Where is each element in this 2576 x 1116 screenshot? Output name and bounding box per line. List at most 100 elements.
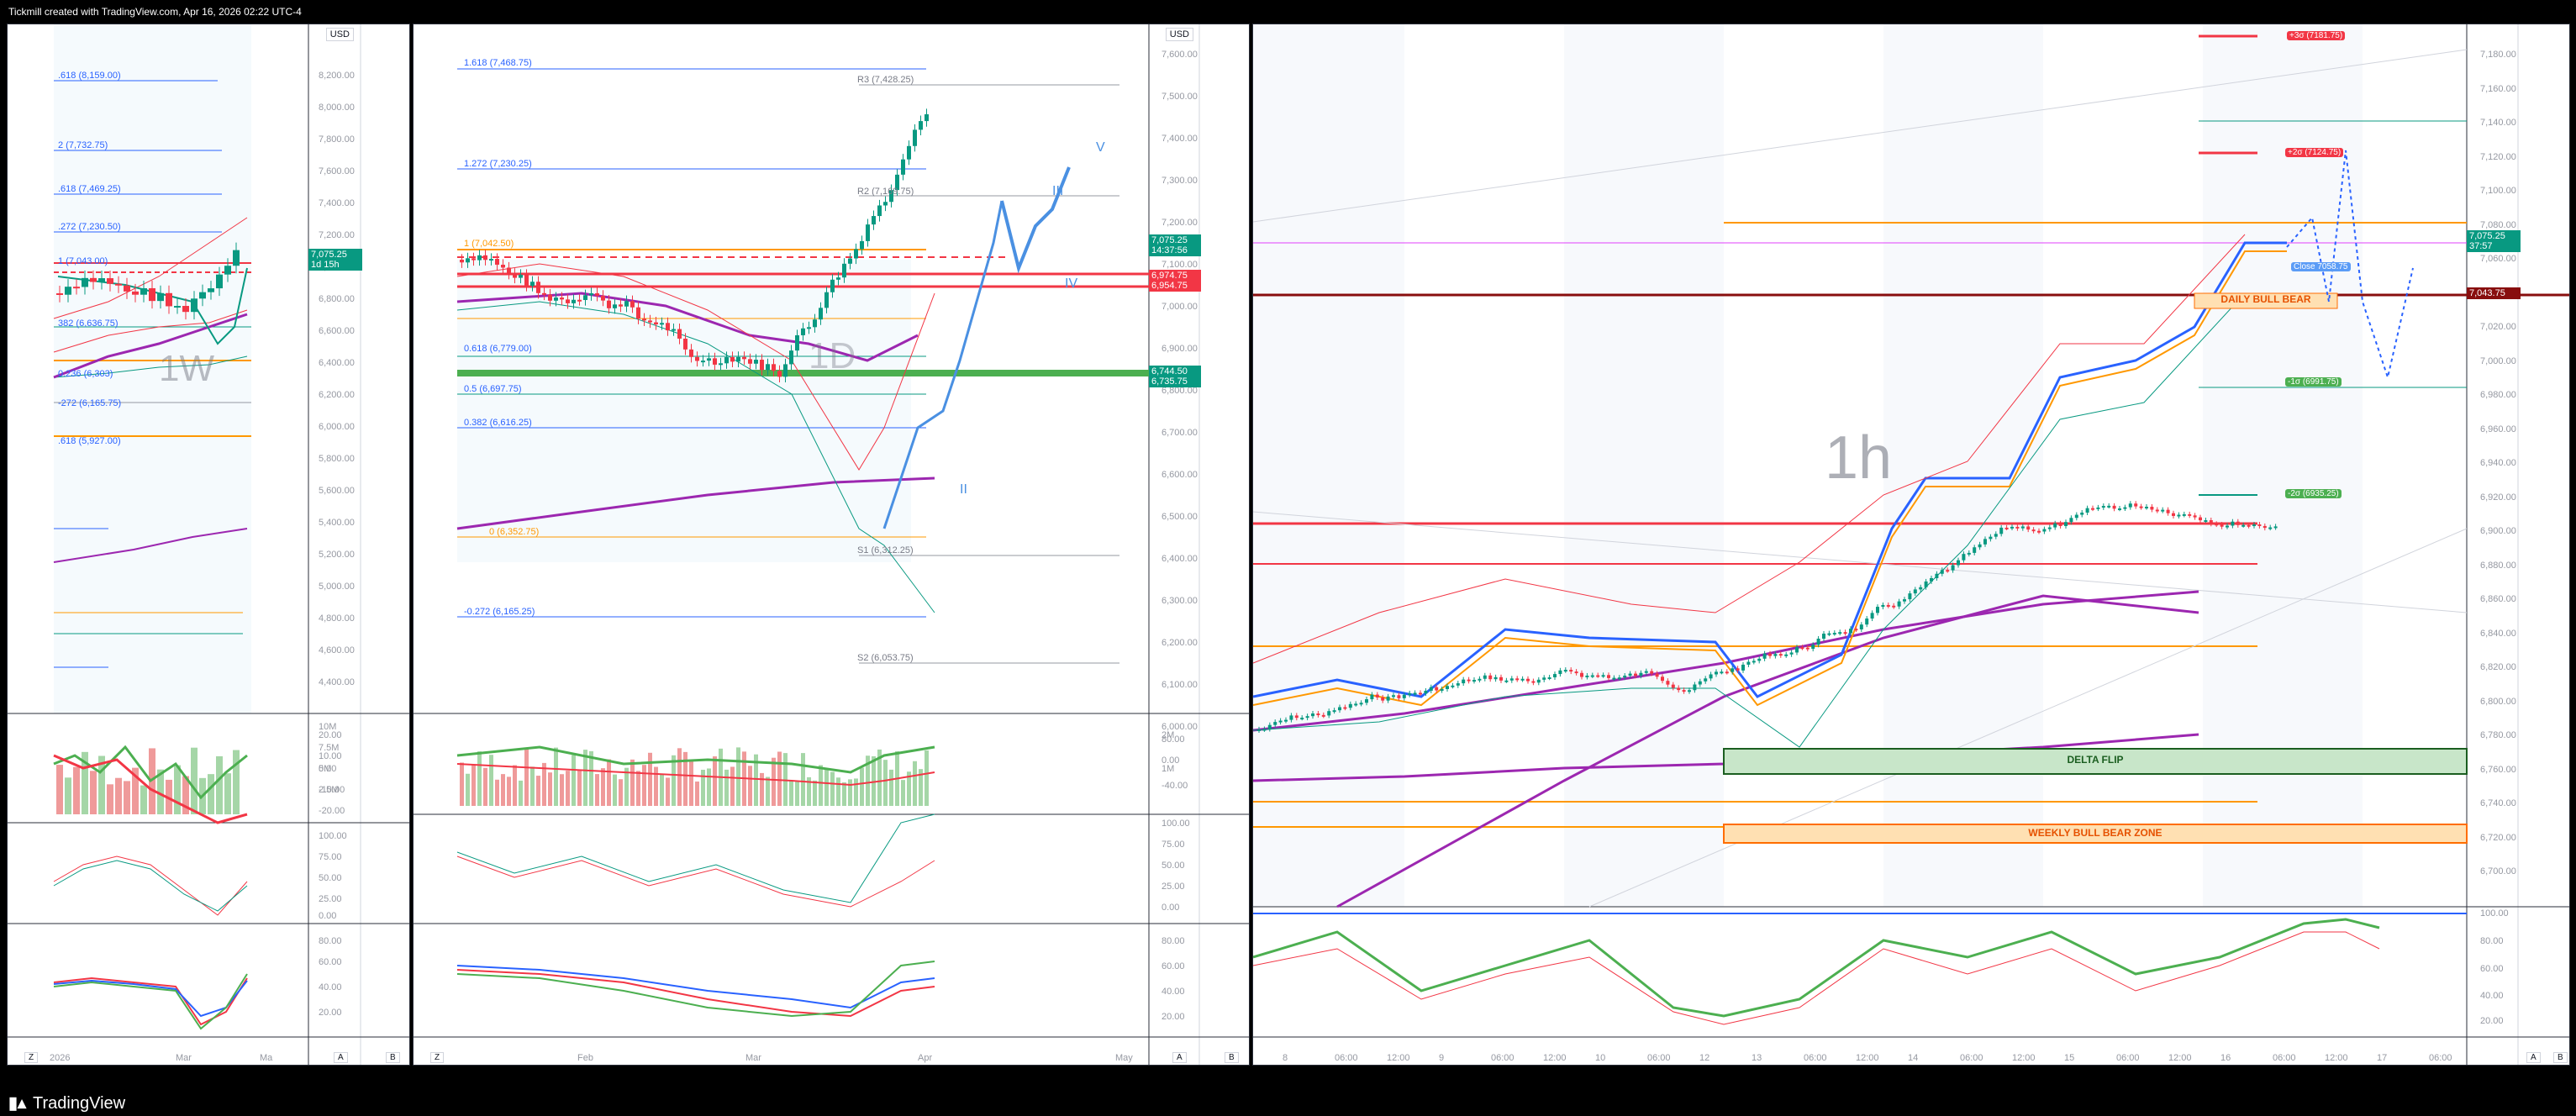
time-axis-label: Ma	[260, 1053, 273, 1063]
chart-pane-weekly[interactable]: USD 1W 8,200.00 8,000.00 7,800.00 7,600.00 7…	[7, 24, 410, 1066]
volume-bar	[577, 770, 582, 806]
volume-bar	[630, 759, 635, 806]
volume-bar	[566, 771, 570, 806]
daily-chart-canvas[interactable]	[414, 24, 1250, 1066]
price-axis-label: 6,900.00	[1162, 344, 1198, 354]
candle-body	[1973, 547, 1977, 553]
footer-bar: ▮▴ TradingView	[0, 1091, 2576, 1116]
volume-bar	[642, 765, 646, 806]
candle-body	[689, 349, 693, 357]
fib-level-label: .272 (7,230.50)	[58, 222, 121, 232]
candle-body	[795, 334, 799, 351]
indicator-axis-label: 80.00	[319, 936, 342, 946]
candle-body	[624, 301, 629, 307]
volume-bar	[860, 767, 864, 806]
price-axis-label: 6,880.00	[2480, 560, 2516, 571]
indicator-axis-label: 50.00	[319, 873, 342, 883]
volume-bar	[689, 760, 693, 806]
volume-bar	[813, 780, 817, 806]
candle-body	[2020, 526, 2025, 529]
chart-button-z[interactable]: Z	[24, 1052, 39, 1063]
candle-body	[1666, 681, 1670, 685]
candle-body	[166, 292, 172, 307]
fib-level-label: 1.618 (7,468.75)	[464, 58, 532, 68]
time-axis-label: 12:00	[1856, 1053, 1879, 1063]
chart-button-a[interactable]: A	[1172, 1052, 1187, 1063]
currency-label[interactable]: USD	[325, 28, 354, 41]
indicator-axis-label: 20.00	[2480, 1016, 2504, 1026]
chart-button-b[interactable]: B	[386, 1052, 400, 1063]
volume-bar	[701, 769, 705, 806]
candle-body	[819, 308, 823, 320]
candle-body	[589, 293, 593, 296]
last-price-value: 7,075.25	[311, 250, 347, 260]
candle-body	[672, 329, 676, 331]
time-axis-label: 06:00	[2429, 1053, 2452, 1063]
volume-bar	[182, 776, 189, 814]
price-axis-label: 7,200.00	[1162, 218, 1198, 228]
time-axis-label: 12:00	[2325, 1053, 2348, 1063]
candle-body	[1429, 687, 1433, 691]
candle-body	[115, 283, 122, 286]
candle-body	[2047, 527, 2052, 529]
volume-bar	[613, 774, 617, 806]
volume-bar	[477, 751, 482, 806]
candle-body	[2188, 513, 2192, 516]
candle-body	[901, 159, 905, 175]
candle-body	[883, 202, 888, 206]
candle-body	[1596, 675, 1600, 677]
time-axis-label: 13	[1752, 1053, 1762, 1063]
candle-body	[1446, 686, 1449, 689]
time-axis-label: 12:00	[2012, 1053, 2036, 1063]
currency-label[interactable]: USD	[1165, 28, 1193, 41]
candle-body	[2172, 513, 2175, 516]
chart-button-a[interactable]: A	[2526, 1052, 2541, 1063]
chart-pane-hourly[interactable]: 1h 7,180.00 7,160.00 7,140.00 7,120.00 7,100…	[1252, 24, 2570, 1066]
hourly-chart-canvas[interactable]	[1253, 24, 2570, 1066]
volume-bar	[115, 777, 122, 814]
candle-body	[2123, 507, 2127, 509]
candle-body	[1267, 724, 1272, 729]
indicator-axis-label: 5M	[319, 764, 332, 774]
price-axis-label: 6,800.00	[2480, 696, 2516, 707]
zone-label-delta-flip: DELTA FLIP	[2067, 754, 2124, 766]
candle-body	[595, 293, 599, 296]
price-axis-label: 6,300.00	[1162, 596, 1198, 606]
bar-countdown: 1d 15h	[311, 260, 340, 270]
chart-button-z[interactable]: Z	[430, 1052, 445, 1063]
candle-body	[124, 285, 130, 292]
chart-button-a[interactable]: A	[334, 1052, 348, 1063]
candle-body	[1671, 684, 1675, 688]
volume-bar	[801, 753, 805, 806]
time-axis-label: Mar	[176, 1053, 192, 1063]
candle-body	[1612, 677, 1616, 680]
chart-button-b[interactable]: B	[2553, 1052, 2568, 1063]
candle-body	[1370, 694, 1374, 700]
volume-bar	[901, 780, 905, 806]
candle-body	[1294, 715, 1299, 719]
volume-bar	[157, 769, 164, 814]
candle-body	[2042, 529, 2047, 532]
candle-body	[1354, 703, 1358, 706]
price-axis-label: 7,140.00	[2480, 118, 2516, 128]
chart-button-b[interactable]: B	[1225, 1052, 1239, 1063]
fib-level-label: 1 (7,043.00)	[58, 256, 108, 266]
chart-pane-daily[interactable]: USD 1D 7,600.00 7,500.00 7,400.00 7,300.00 7…	[413, 24, 1250, 1066]
weekly-chart-canvas[interactable]	[8, 24, 410, 1066]
candle-body	[1623, 676, 1627, 678]
fib-level-label: -0.272 (6,165.25)	[464, 607, 535, 617]
candle-body	[1951, 565, 1955, 571]
price-tag-sub: 37:57	[2469, 241, 2493, 251]
volume-bar	[854, 778, 858, 806]
price-tag: 7,043.75	[2467, 287, 2521, 299]
volume-bar	[754, 754, 758, 806]
price-axis-label: 7,400.00	[1162, 134, 1198, 144]
candle-body	[1262, 729, 1267, 731]
candle-body	[1316, 713, 1320, 716]
volume-bar	[819, 765, 823, 806]
price-axis-label: 6,500.00	[1162, 512, 1198, 522]
candle-body	[2134, 503, 2138, 507]
price-axis-label: 6,700.00	[2480, 866, 2516, 876]
indicator-axis-label: 2M	[1162, 730, 1175, 740]
candle-body	[477, 255, 482, 261]
